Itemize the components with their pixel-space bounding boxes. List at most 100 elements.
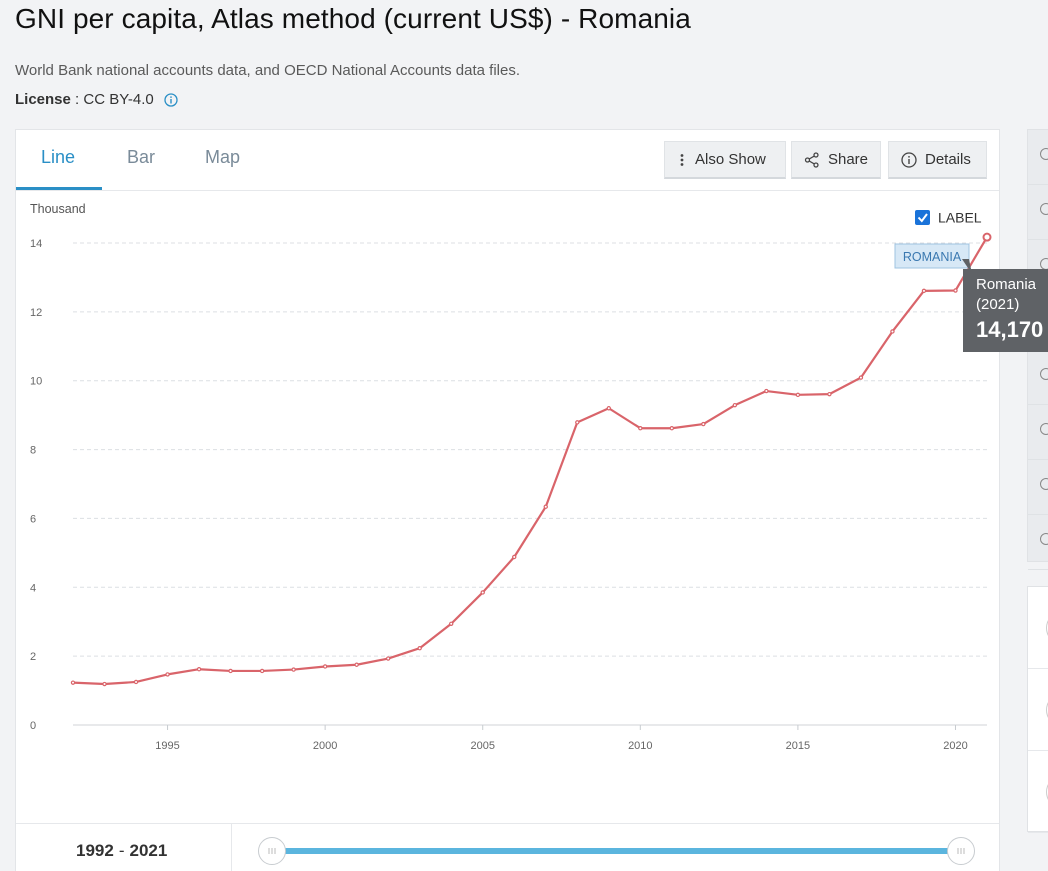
data-point bbox=[354, 662, 359, 667]
y-axis-label: Thousand bbox=[30, 202, 86, 216]
range-text: 1992-2021 bbox=[76, 841, 168, 860]
side-panel-item[interactable] bbox=[1028, 185, 1048, 240]
x-tick-label: 2000 bbox=[313, 740, 337, 752]
y-tick-label: 14 bbox=[30, 238, 42, 250]
label-toggle-text: LABEL bbox=[938, 210, 982, 226]
y-tick-label: 12 bbox=[30, 307, 42, 319]
y-tick-label: 8 bbox=[30, 445, 36, 457]
data-point bbox=[858, 375, 864, 380]
license-label: License bbox=[15, 91, 71, 108]
x-tick-label: 1995 bbox=[155, 740, 179, 752]
y-tick-label: 4 bbox=[30, 582, 36, 594]
data-point bbox=[701, 421, 706, 427]
side-panel-item[interactable] bbox=[1028, 460, 1048, 515]
side-panel-card[interactable] bbox=[1028, 751, 1048, 833]
right-side-panel-lower bbox=[1027, 586, 1048, 833]
range-start: 1992 bbox=[76, 841, 114, 860]
data-point bbox=[732, 402, 738, 408]
circle-icon bbox=[1040, 533, 1048, 545]
data-point bbox=[953, 288, 958, 293]
y-tick-label: 6 bbox=[30, 513, 36, 525]
info-circle-icon bbox=[901, 151, 917, 168]
y-tick-label: 10 bbox=[30, 376, 42, 388]
circle-icon bbox=[1040, 368, 1048, 380]
side-panel-item[interactable] bbox=[1028, 515, 1048, 570]
data-point bbox=[764, 388, 769, 394]
data-point bbox=[291, 667, 296, 672]
data-point bbox=[133, 679, 139, 685]
side-panel-card[interactable] bbox=[1028, 587, 1048, 669]
tab-map[interactable]: Map bbox=[205, 147, 241, 167]
side-panel-item[interactable] bbox=[1028, 350, 1048, 405]
data-point bbox=[70, 680, 76, 685]
tooltip-value: 14,170 bbox=[976, 317, 1044, 342]
x-tick-label: 2015 bbox=[786, 740, 810, 752]
grip-icon bbox=[268, 848, 276, 854]
license-value: CC BY-4.0 bbox=[83, 91, 154, 108]
y-tick-label: 0 bbox=[30, 720, 36, 732]
tab-bar[interactable]: Bar bbox=[127, 147, 156, 167]
share-button[interactable]: Share bbox=[791, 141, 881, 179]
checkmark-icon bbox=[917, 213, 928, 223]
data-point bbox=[543, 504, 548, 509]
data-point bbox=[102, 681, 107, 687]
circle-icon bbox=[1040, 478, 1048, 490]
details-button[interactable]: Details bbox=[888, 141, 987, 179]
year-range-slider[interactable] bbox=[271, 848, 961, 854]
side-panel-item[interactable] bbox=[1028, 405, 1048, 460]
data-point bbox=[575, 420, 580, 425]
data-point bbox=[827, 391, 832, 397]
more-vertical-icon bbox=[680, 153, 684, 166]
grip-icon bbox=[957, 848, 965, 854]
tooltip-year: (2021) bbox=[976, 296, 1020, 313]
data-point bbox=[480, 590, 485, 595]
line-chart: Thousand 0 2 4 6 8 10 12 14 1995 2000 2005 2010 2015 2… bbox=[30, 202, 992, 752]
circle-icon bbox=[1040, 203, 1048, 215]
range-bar: 1992-2021 bbox=[16, 823, 999, 871]
side-panel-item[interactable] bbox=[1028, 130, 1048, 185]
data-point bbox=[638, 426, 643, 431]
details-label: Details bbox=[925, 151, 971, 168]
data-point bbox=[165, 672, 170, 677]
license-row: License : CC BY-4.0 bbox=[15, 91, 178, 108]
also-show-label: Also Show bbox=[695, 151, 766, 168]
data-point bbox=[982, 232, 992, 242]
slider-end-handle[interactable] bbox=[947, 837, 975, 865]
data-point bbox=[449, 621, 454, 626]
series-label-box bbox=[894, 243, 970, 269]
data-point bbox=[669, 426, 675, 431]
info-icon[interactable] bbox=[164, 92, 178, 107]
series-label-text: ROMANIA bbox=[903, 250, 962, 264]
x-tick-label: 2010 bbox=[628, 740, 652, 752]
series-line-romania bbox=[72, 236, 988, 686]
data-point bbox=[385, 656, 391, 661]
footer-divider bbox=[231, 824, 232, 871]
data-point bbox=[228, 668, 233, 674]
side-panel-card[interactable] bbox=[1028, 669, 1048, 751]
data-point bbox=[512, 554, 517, 560]
data-point bbox=[795, 392, 801, 398]
also-show-button[interactable]: Also Show bbox=[664, 141, 786, 179]
data-point bbox=[322, 664, 328, 669]
data-point bbox=[259, 668, 265, 674]
data-point bbox=[890, 329, 895, 334]
license-separator: : bbox=[70, 91, 84, 108]
y-tick-label: 2 bbox=[30, 651, 36, 663]
data-point bbox=[606, 406, 611, 411]
page-title: GNI per capita, Atlas method (current US… bbox=[15, 3, 691, 34]
source-note: World Bank national accounts data, and O… bbox=[15, 62, 521, 79]
share-label: Share bbox=[827, 151, 868, 168]
share-icon bbox=[804, 151, 819, 168]
x-tick-label: 2005 bbox=[470, 740, 494, 752]
tooltip-country: Romania bbox=[976, 276, 1037, 293]
chart-tabbar: Line Bar Map Also Show Share Details bbox=[16, 130, 999, 191]
data-point bbox=[196, 667, 202, 672]
slider-start-handle[interactable] bbox=[258, 837, 286, 865]
x-tick-label: 2020 bbox=[943, 740, 967, 752]
chart-card: Line Bar Map Also Show Share Details Tho… bbox=[15, 129, 1000, 871]
label-checkbox bbox=[915, 210, 930, 225]
tab-line[interactable]: Line bbox=[41, 147, 76, 167]
data-point bbox=[417, 646, 422, 651]
data-point bbox=[921, 288, 927, 294]
circle-icon bbox=[1040, 148, 1048, 160]
